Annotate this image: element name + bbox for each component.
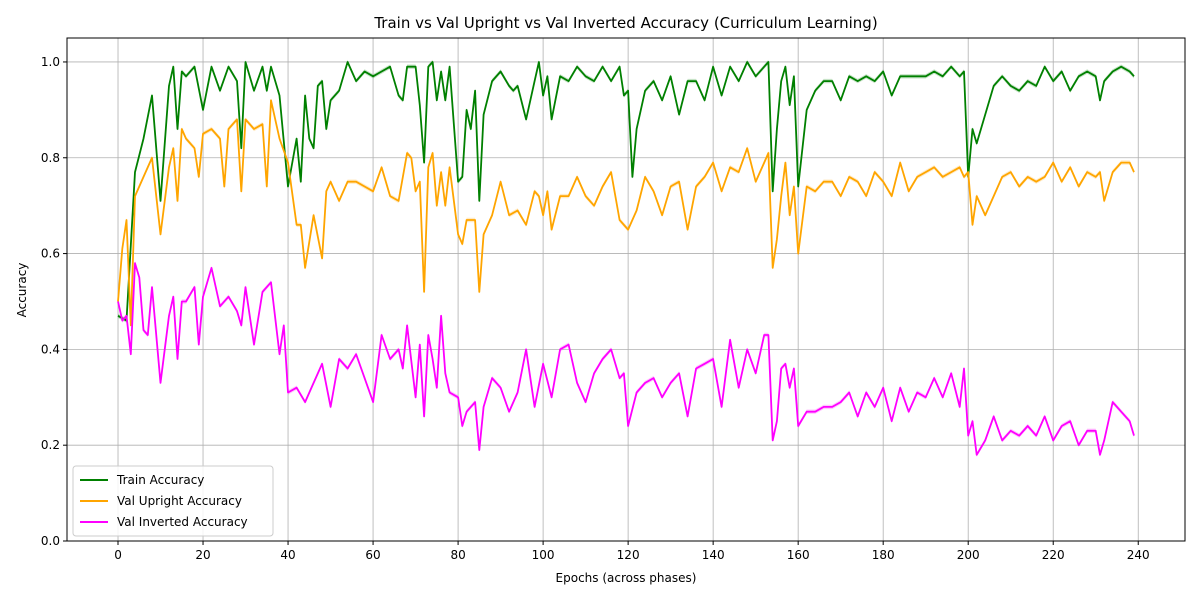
x-tick-label: 100: [532, 548, 555, 562]
x-tick-label: 240: [1127, 548, 1150, 562]
series-line-0: [117, 61, 1135, 322]
x-tick-label: 200: [957, 548, 980, 562]
y-axis-label: Accuracy: [15, 263, 29, 318]
plot-frame: [66, 37, 1186, 542]
x-tick-label: 60: [365, 548, 380, 562]
y-tick-label: 0.0: [41, 534, 60, 548]
y-tick-label: 0.2: [41, 438, 60, 452]
legend-label: Val Inverted Accuracy: [117, 515, 248, 529]
x-tick-label: 160: [787, 548, 810, 562]
legend-label: Train Accuracy: [116, 473, 204, 487]
chart-title: Train vs Val Upright vs Val Inverted Acc…: [373, 14, 877, 32]
y-tick-label: 0.6: [41, 247, 60, 261]
x-tick-label: 180: [872, 548, 895, 562]
x-tick-label: 220: [1042, 548, 1065, 562]
legend-label: Val Upright Accuracy: [117, 494, 242, 508]
x-tick-label: 20: [195, 548, 210, 562]
x-tick-label: 0: [114, 548, 122, 562]
legend: Train Accuracy Val Upright Accuracy Val In…: [72, 465, 274, 537]
y-tick-label: 0.4: [41, 342, 60, 356]
x-axis-label: Epochs (across phases): [556, 571, 697, 585]
series-line-2: [117, 262, 1135, 456]
x-tick-label: 40: [280, 548, 295, 562]
x-tick-label: 140: [702, 548, 725, 562]
x-tick-label: 80: [450, 548, 465, 562]
x-tick-label: 120: [617, 548, 640, 562]
y-tick-label: 0.8: [41, 151, 60, 165]
series-line-1: [117, 99, 1135, 327]
series-lines: [117, 61, 1135, 456]
y-tick-label: 1.0: [41, 55, 60, 69]
y-axis-ticks: 0.0 0.2 0.4 0.6 0.8 1.0: [41, 55, 67, 548]
legend-box: [72, 465, 274, 537]
x-axis-ticks: 0 20 40 60 80 100 120 140 160 180 200 220 240: [114, 541, 1150, 562]
